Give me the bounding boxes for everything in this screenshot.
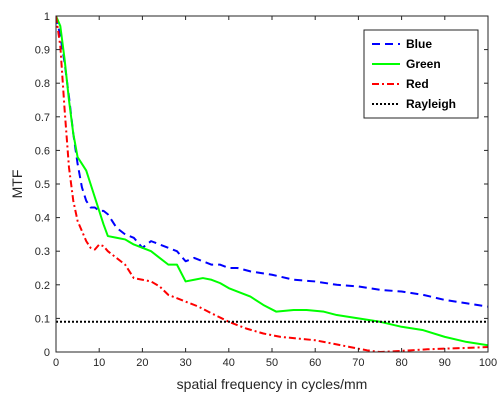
series-line-green bbox=[56, 16, 488, 347]
legend-entry-rayleigh: Rayleigh bbox=[406, 97, 456, 111]
y-tick-label: 0.6 bbox=[35, 145, 50, 157]
x-tick-label: 80 bbox=[395, 357, 407, 369]
legend: Blue Green Red Rayleigh bbox=[363, 29, 479, 119]
x-tick-label: 30 bbox=[179, 357, 191, 369]
y-tick-label: 0 bbox=[44, 347, 50, 359]
series-layer bbox=[56, 16, 488, 352]
series-line-red bbox=[56, 16, 488, 352]
y-tick-label: 0.3 bbox=[35, 246, 50, 258]
y-tick-label: 1 bbox=[44, 11, 50, 23]
y-tick-label: 0.5 bbox=[35, 179, 50, 191]
legend-entry-green: Green bbox=[406, 57, 441, 71]
x-tick-label: 90 bbox=[439, 357, 451, 369]
x-tick-label: 20 bbox=[136, 357, 148, 369]
legend-box bbox=[363, 29, 479, 119]
legend-entry-blue: Blue bbox=[406, 37, 432, 51]
y-tick-label: 0.4 bbox=[35, 213, 50, 225]
x-tick-label: 60 bbox=[309, 357, 321, 369]
x-tick-label: 70 bbox=[352, 357, 364, 369]
series-line-blue bbox=[56, 16, 488, 308]
y-tick-label: 0.1 bbox=[35, 313, 50, 325]
x-axis-label: spatial frequency in cycles/mm bbox=[177, 376, 368, 392]
x-tick-label: 10 bbox=[93, 357, 105, 369]
y-tick-label: 0.2 bbox=[35, 280, 50, 292]
y-axis-label: MTF bbox=[9, 170, 25, 199]
x-tick-label: 40 bbox=[223, 357, 235, 369]
y-tick-label: 0.9 bbox=[35, 45, 50, 57]
y-tick-label: 0.8 bbox=[35, 78, 50, 90]
legend-entry-red: Red bbox=[406, 77, 429, 91]
axes-layer: 0 10 20 30 40 50 60 70 80 90 100 0 0.1 0.2 0.3 0.4 0.5 0.… bbox=[35, 11, 497, 369]
x-tick-label: 50 bbox=[266, 357, 278, 369]
x-tick-label: 100 bbox=[479, 357, 497, 369]
x-tick-label: 0 bbox=[53, 357, 59, 369]
y-tick-label: 0.7 bbox=[35, 112, 50, 124]
